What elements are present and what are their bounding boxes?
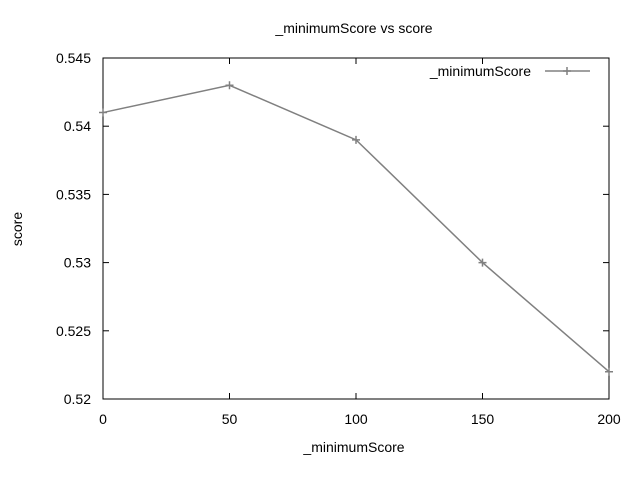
y-tick-label: 0.53 bbox=[64, 255, 91, 271]
x-tick-label: 150 bbox=[471, 411, 495, 427]
chart-title: _minimumScore vs score bbox=[274, 20, 432, 36]
y-tick-label: 0.535 bbox=[56, 186, 91, 202]
y-axis: 0.52 0.525 0.53 0.535 0.54 0.545 bbox=[56, 50, 609, 407]
series-layer bbox=[99, 81, 613, 376]
data-point bbox=[478, 258, 487, 267]
y-tick-label: 0.54 bbox=[64, 118, 91, 134]
legend: _minimumScore bbox=[429, 63, 590, 79]
data-point bbox=[605, 367, 613, 376]
data-point bbox=[352, 135, 360, 144]
x-axis: 0 50 100 150 200 bbox=[99, 58, 621, 427]
legend-label: _minimumScore bbox=[429, 63, 531, 79]
legend-marker bbox=[563, 67, 571, 75]
x-tick-label: 50 bbox=[222, 411, 238, 427]
data-point bbox=[225, 81, 234, 90]
y-tick-label: 0.52 bbox=[64, 391, 91, 407]
y-tick-label: 0.525 bbox=[56, 323, 91, 339]
x-axis-title: _minimumScore bbox=[302, 439, 404, 455]
y-axis-title: score bbox=[9, 212, 25, 246]
x-tick-label: 200 bbox=[597, 411, 621, 427]
x-tick-label: 0 bbox=[99, 411, 107, 427]
x-tick-label: 100 bbox=[344, 411, 368, 427]
data-point bbox=[99, 108, 107, 117]
y-tick-label: 0.545 bbox=[56, 50, 91, 66]
